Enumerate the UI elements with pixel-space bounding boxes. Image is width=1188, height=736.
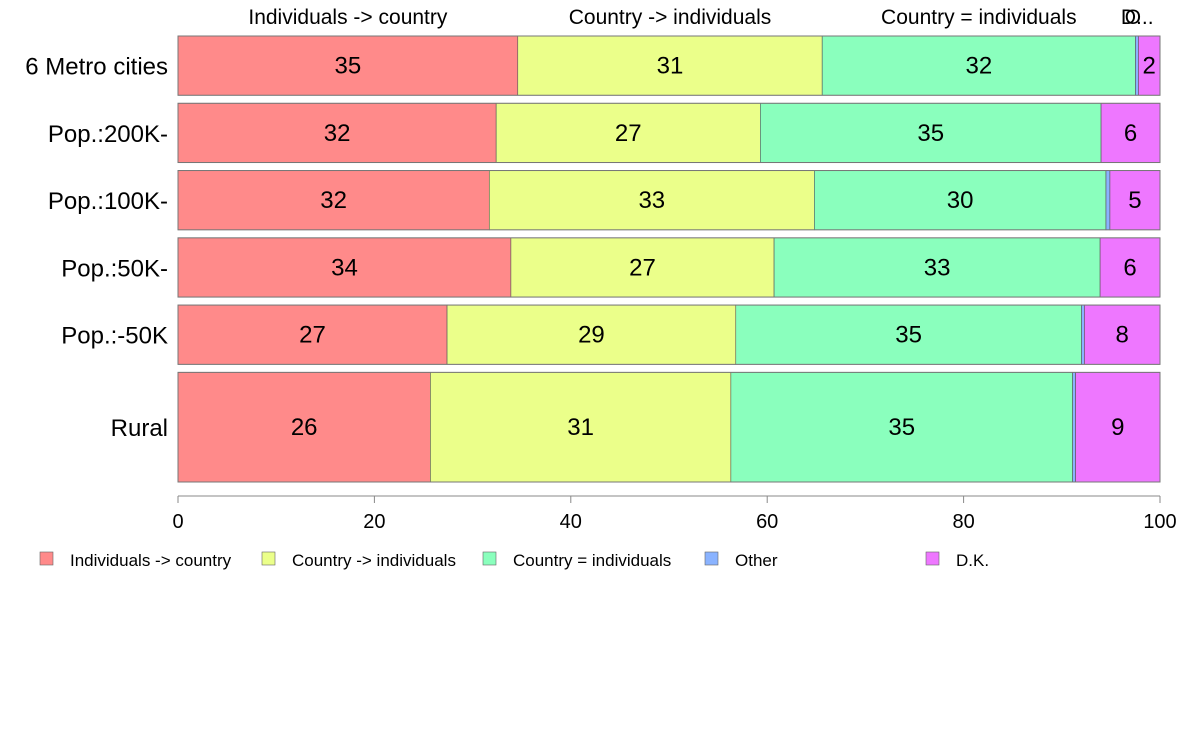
- category-label: Pop.:100K-: [48, 188, 168, 215]
- data-label: 30: [947, 187, 974, 214]
- legend-swatch: [704, 551, 719, 566]
- bar-outline: [177, 102, 1161, 164]
- bar-segment: [730, 372, 1073, 483]
- data-label: 34: [331, 254, 358, 281]
- bar-segment: [177, 237, 512, 298]
- data-label: 26: [291, 414, 318, 441]
- legend-label: Individuals -> country: [70, 551, 232, 570]
- data-label: 27: [615, 120, 642, 147]
- bar-segment: [735, 304, 1082, 365]
- data-label: 9: [1111, 414, 1124, 441]
- bar-segment: [1099, 237, 1161, 298]
- bar-segment: [177, 304, 448, 365]
- legend-swatch: [482, 551, 497, 566]
- x-tick-label: 80: [952, 511, 974, 533]
- legend-label: Other: [735, 551, 778, 570]
- data-label: 32: [324, 120, 351, 147]
- x-tick-label: 20: [363, 511, 385, 533]
- bar-segment: [1135, 35, 1139, 96]
- legend-swatch: [261, 551, 276, 566]
- bar-segment: [1084, 304, 1161, 365]
- bar-outline: [177, 304, 1161, 365]
- bar-segment: [177, 170, 490, 231]
- series-header-label: O: [1125, 6, 1141, 29]
- data-label: 5: [1128, 187, 1141, 214]
- bar-segment: [1109, 170, 1161, 231]
- bar-segment: [814, 170, 1107, 231]
- legend-swatch: [39, 551, 54, 566]
- bar-segment: [177, 35, 519, 96]
- x-tick-label: 100: [1143, 511, 1176, 533]
- category-label: Pop.:50K-: [61, 255, 168, 282]
- bar-outline: [177, 237, 1161, 298]
- data-label: 29: [578, 322, 605, 349]
- data-label: 35: [888, 414, 915, 441]
- x-tick-label: 0: [172, 511, 183, 533]
- data-label: 6: [1123, 254, 1136, 281]
- series-header-label: Country = individuals: [881, 6, 1077, 29]
- legend-label: Country = individuals: [513, 551, 671, 570]
- data-label: 2: [1143, 53, 1156, 80]
- legend-label: Country -> individuals: [292, 551, 456, 570]
- bar-segment: [495, 102, 761, 163]
- category-label: Pop.:-50K: [61, 323, 168, 350]
- bar-segment: [773, 237, 1101, 298]
- x-tick-label: 40: [560, 511, 582, 533]
- data-label: 31: [567, 414, 594, 441]
- bar-segment: [177, 102, 497, 163]
- data-label: 6: [1124, 120, 1137, 147]
- bar-segment: [510, 237, 775, 298]
- bar-segment: [1075, 372, 1161, 483]
- data-label: 35: [917, 120, 944, 147]
- bar-segment: [760, 102, 1102, 163]
- bar-segment: [517, 35, 823, 96]
- data-label: 32: [320, 187, 347, 214]
- bar-segment: [446, 304, 737, 365]
- category-label: 6 Metro cities: [25, 54, 168, 81]
- data-label: 31: [657, 53, 684, 80]
- data-label: 27: [629, 254, 656, 281]
- x-tick-label: 60: [756, 511, 778, 533]
- series-header-label: D...: [1121, 6, 1154, 29]
- bar-segment: [430, 372, 732, 483]
- bar-segment: [1105, 170, 1111, 231]
- data-label: 35: [895, 322, 922, 349]
- data-label: 27: [299, 322, 326, 349]
- data-label: 32: [965, 53, 992, 80]
- bar-outline: [177, 371, 1161, 483]
- data-label: 35: [335, 53, 362, 80]
- category-label: Pop.:200K-: [48, 121, 168, 148]
- bar-segment: [1100, 102, 1161, 163]
- bar-segment: [1081, 304, 1085, 365]
- data-label: 8: [1116, 322, 1129, 349]
- legend-swatch: [925, 551, 940, 566]
- data-label: 33: [638, 187, 665, 214]
- series-header-label: Country -> individuals: [569, 6, 772, 29]
- category-label: Rural: [111, 415, 168, 442]
- bar-outline: [177, 35, 1161, 96]
- bar-outline: [177, 170, 1161, 231]
- series-header-label: Individuals -> country: [248, 6, 448, 29]
- bar-segment: [488, 170, 815, 231]
- data-label: 33: [924, 254, 951, 281]
- bar-segment: [1072, 372, 1076, 483]
- legend-label: D.K.: [956, 551, 989, 570]
- bar-segment: [177, 372, 431, 483]
